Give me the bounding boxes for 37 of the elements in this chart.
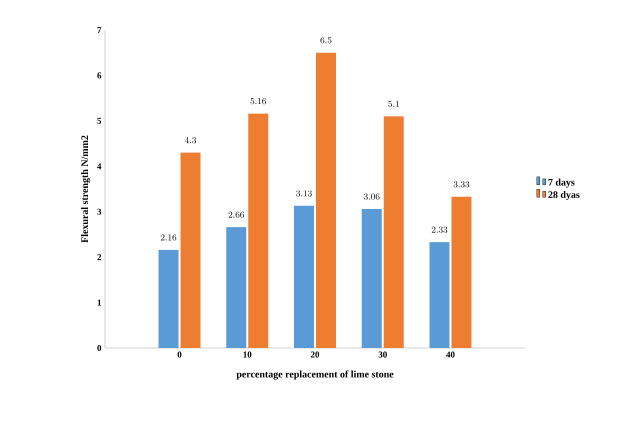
bar <box>294 206 314 348</box>
x-axis-title: percentage replacement of lime stone <box>236 370 394 380</box>
data-label: 3.06 <box>364 194 380 200</box>
data-label: 2.33 <box>432 226 448 233</box>
bar <box>158 250 179 348</box>
bar <box>362 208 382 348</box>
x-tick-label: 0 <box>178 352 182 358</box>
y-tick-label: 0 <box>97 344 102 352</box>
data-label: 3.33 <box>454 181 470 188</box>
bar <box>451 196 472 348</box>
data-label: 4.3 <box>184 137 196 144</box>
bar <box>429 242 450 348</box>
y-tick-label: 5 <box>97 118 102 124</box>
x-tick-label: 30 <box>378 352 387 358</box>
data-label: 5. 1 <box>388 100 399 107</box>
data-label: 3. 13 <box>296 190 312 196</box>
data-label: 2. 16 <box>160 234 176 241</box>
data-label: 2.66 <box>228 212 244 218</box>
bar <box>384 116 404 348</box>
y-axis-title: Flexural strength N/mm2 <box>81 136 90 243</box>
y-tick-label: 1 <box>98 300 102 306</box>
bar <box>180 152 201 348</box>
bar <box>248 114 268 348</box>
x-tick-label: 10 <box>243 352 252 358</box>
data-label: 5. 16 <box>250 98 266 104</box>
x-tick-label: 40 <box>446 352 455 358</box>
y-tick-label: 6 <box>97 72 102 78</box>
bar <box>316 52 336 348</box>
x-tick-label: 20 <box>310 352 320 358</box>
y-tick-label: 4 <box>97 163 102 170</box>
legend-label: 7 days <box>548 178 575 188</box>
y-tick-label: 7 <box>98 27 102 33</box>
bar <box>226 227 246 348</box>
legend-label: 28 dyas <box>548 190 580 200</box>
y-tick-label: 2 <box>97 254 102 260</box>
y-tick-label: 3 <box>97 208 102 215</box>
data-label: 6.5 <box>320 37 332 44</box>
